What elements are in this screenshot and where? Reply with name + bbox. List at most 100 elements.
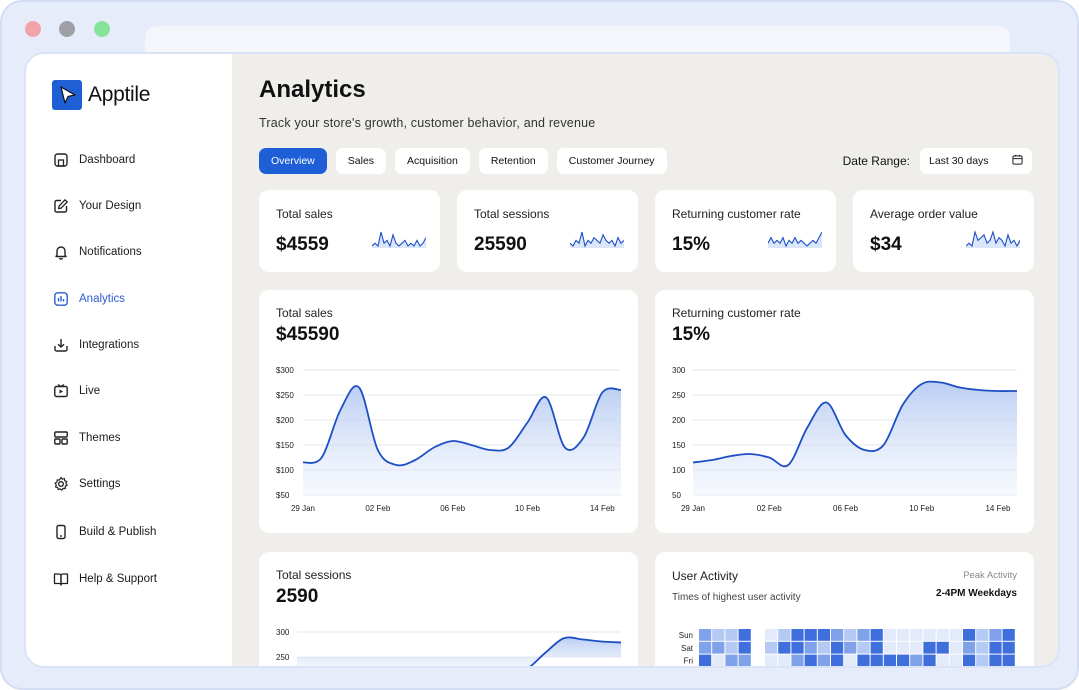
y-tick-label: 300 [276, 628, 290, 637]
y-tick-label: 50 [672, 491, 681, 500]
heatmap-cell [923, 654, 936, 666]
sidebar-item-build-publish[interactable]: Build & Publish [52, 520, 156, 544]
kpi-card-total-sessions[interactable]: Total sessions 25590 [457, 190, 638, 272]
sidebar-item-your-design[interactable]: Your Design [52, 194, 141, 218]
window-close-dot[interactable] [25, 21, 41, 37]
sparkline-line [570, 231, 624, 248]
kpi-sparkline [372, 231, 426, 248]
heatmap-cell [949, 654, 962, 666]
heatmap-cell [870, 641, 883, 654]
heatmap-cell [897, 629, 910, 641]
sidebar-item-label: Themes [79, 432, 121, 444]
sidebar-item-help-support[interactable]: Help & Support [52, 567, 157, 591]
heatmap-cell [738, 654, 751, 666]
apptile-logo-icon [52, 80, 82, 110]
x-tick-label: 29 Jan [291, 504, 315, 513]
sidebar-item-analytics[interactable]: Analytics [52, 287, 125, 311]
heatmap-cell [725, 629, 738, 641]
heatmap-cell [857, 641, 870, 654]
bell-icon [52, 244, 69, 261]
heatmap-cell [936, 641, 949, 654]
sidebar-item-integrations[interactable]: Integrations [52, 333, 139, 357]
heatmap-cell [712, 629, 725, 641]
kpi-value: 25590 [474, 234, 527, 255]
heatmap-cell [923, 641, 936, 654]
sidebar-item-label: Live [79, 385, 101, 397]
heatmap-cell [870, 629, 883, 641]
sidebar-item-label: Analytics [79, 293, 126, 305]
kpi-value: $34 [870, 234, 902, 255]
chart-value: $45590 [276, 324, 340, 345]
heatmap-cell [751, 629, 764, 641]
tab-retention[interactable]: Retention [478, 148, 548, 174]
kpi-card-returning-rate[interactable]: Returning customer rate 15% [655, 190, 836, 272]
tab-overview[interactable]: Overview [259, 148, 327, 174]
y-tick-label: 300 [672, 366, 686, 375]
kpi-label: Returning customer rate [672, 207, 801, 221]
sidebar-item-label: Settings [79, 478, 121, 490]
brand-logo[interactable]: Apptile [52, 80, 150, 110]
x-tick-label: 29 Jan [681, 504, 705, 513]
heatmap-cell [765, 629, 778, 641]
date-range-select[interactable]: Last 30 days [920, 148, 1032, 174]
user-activity-subtitle: Times of highest user activity [672, 592, 801, 603]
tab-acquisition[interactable]: Acquisition [395, 148, 470, 174]
heatmap-cell [910, 641, 923, 654]
date-range-label: Date Range: [842, 154, 910, 168]
heatmap-day-label: Sat [681, 644, 694, 653]
sidebar-item-live[interactable]: Live [52, 379, 100, 403]
page-subtitle: Track your store's growth, customer beha… [259, 116, 596, 130]
heatmap-cell [883, 629, 896, 641]
sidebar-item-settings[interactable]: Settings [52, 472, 121, 496]
kpi-value: $4559 [276, 234, 329, 255]
kpi-card-average-order-value[interactable]: Average order value $34 [853, 190, 1034, 272]
heatmap-cell [976, 641, 989, 654]
date-range: Date Range: Last 30 days [843, 148, 1032, 174]
tab-sales[interactable]: Sales [335, 148, 387, 174]
heatmap-cell [817, 629, 830, 641]
chart-series-line [529, 636, 622, 666]
x-tick-label: 14 Feb [985, 504, 1010, 513]
chart-card-returning-rate: Returning customer rate 15% 300 250 200 150… [655, 290, 1034, 533]
sparkline-area [570, 232, 624, 248]
kpi-sparkline [966, 229, 1020, 248]
window-maximize-dot[interactable] [94, 21, 110, 37]
sessions-area-chart: 300 250 [276, 628, 622, 666]
phone-icon [52, 524, 69, 541]
heatmap-cell [804, 654, 817, 666]
heatmap-cell [949, 641, 962, 654]
heatmap-cell [844, 654, 857, 666]
window-minimize-dot[interactable] [59, 21, 75, 37]
sparkline-area [966, 232, 1020, 248]
chart-area-fill [297, 637, 621, 666]
sparkline-line [372, 231, 426, 248]
kpi-card-total-sales[interactable]: Total sales $4559 [259, 190, 440, 272]
heatmap-cell [725, 641, 738, 654]
chart-series-line [302, 385, 622, 467]
sidebar-item-label: Notifications [79, 246, 142, 258]
heatmap-cell [963, 641, 976, 654]
kpi-sparkline [570, 231, 624, 248]
tab-customer-journey[interactable]: Customer Journey [556, 148, 667, 174]
date-range-value: Last 30 days [929, 155, 989, 167]
y-tick-label: 150 [672, 441, 686, 450]
peak-activity-value: 2-4PM Weekdays [936, 588, 1017, 599]
heatmap-cell [936, 654, 949, 666]
chart-card-total-sessions: Total sessions 2590 300 250 [259, 552, 638, 666]
heatmap-cell [857, 629, 870, 641]
sidebar-item-dashboard[interactable]: Dashboard [52, 148, 135, 172]
x-tick-label: 06 Feb [440, 504, 465, 513]
heatmap-cell [897, 641, 910, 654]
heatmap-cell [738, 629, 751, 641]
kpi-label: Total sessions [474, 207, 550, 221]
heatmap-cell [751, 654, 764, 666]
heatmap-cell [976, 629, 989, 641]
heatmap-cell [765, 654, 778, 666]
sidebar-item-notifications[interactable]: Notifications [52, 240, 142, 264]
heatmap-cell [831, 641, 844, 654]
sidebar-item-themes[interactable]: Themes [52, 426, 121, 450]
y-tick-label: 250 [276, 653, 290, 662]
heatmap-cell [791, 654, 804, 666]
